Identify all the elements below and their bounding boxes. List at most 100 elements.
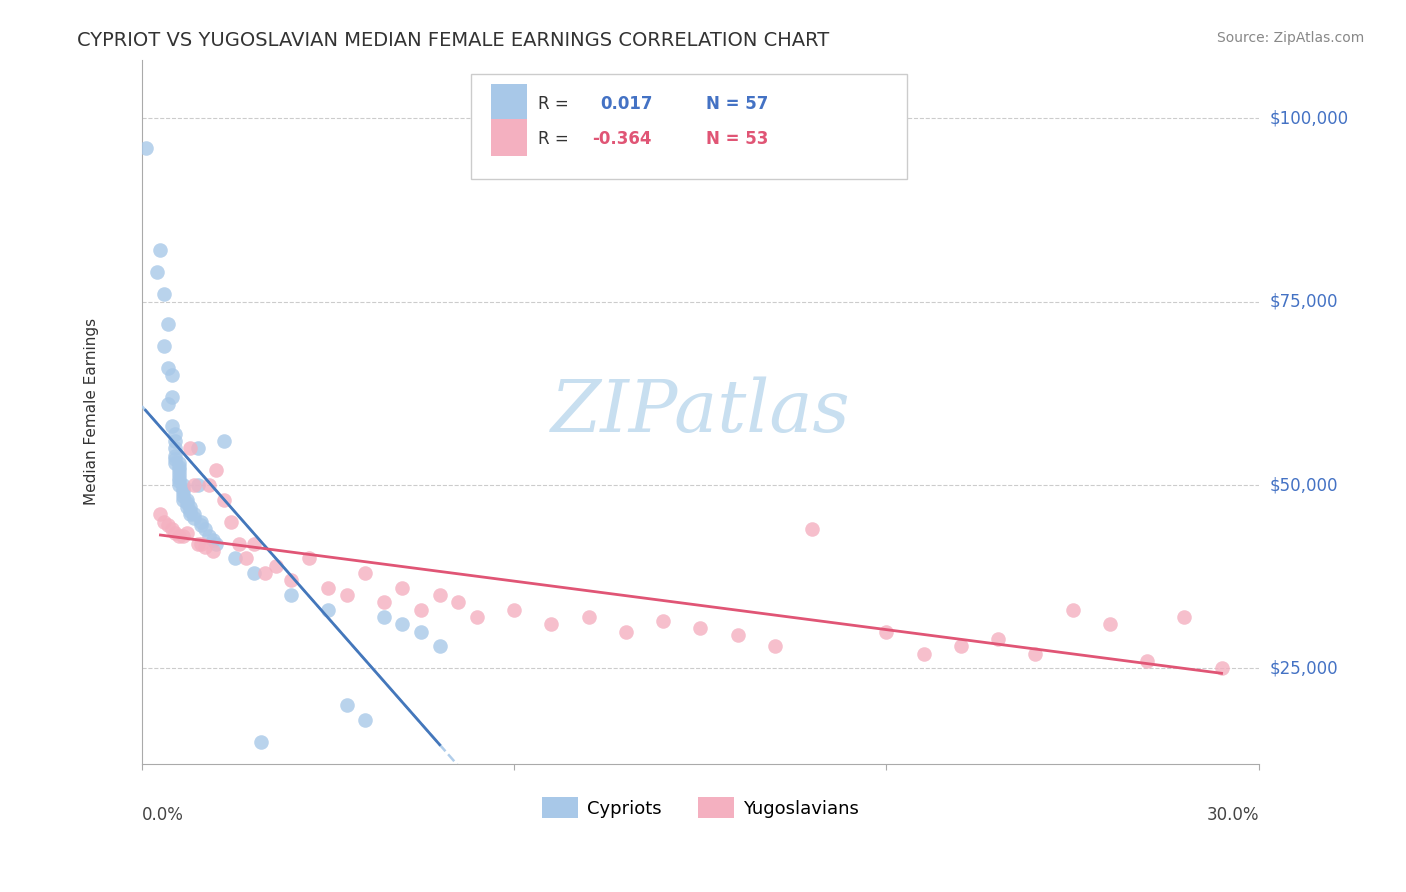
Point xyxy=(205,537,228,551)
Text: CYPRIOT VS YUGOSLAVIAN MEDIAN FEMALE EARNINGS CORRELATION CHART: CYPRIOT VS YUGOSLAVIAN MEDIAN FEMALE EAR… xyxy=(77,31,830,50)
Point xyxy=(912,647,935,661)
Point xyxy=(1211,661,1233,675)
Point xyxy=(160,368,183,382)
Point xyxy=(949,640,972,654)
Point xyxy=(198,478,221,492)
Point xyxy=(242,566,264,580)
Point xyxy=(875,624,897,639)
Point xyxy=(242,537,264,551)
Point xyxy=(1098,617,1121,632)
Point xyxy=(167,471,190,485)
Point xyxy=(183,511,205,525)
Point xyxy=(540,617,562,632)
Point xyxy=(153,287,176,301)
Point xyxy=(280,574,302,588)
Text: R =: R = xyxy=(538,130,569,148)
Point xyxy=(179,500,201,514)
Point xyxy=(198,529,221,543)
Point xyxy=(149,244,172,258)
Point xyxy=(228,537,250,551)
Point xyxy=(212,492,235,507)
Point xyxy=(219,515,242,529)
Point xyxy=(179,442,201,456)
Point xyxy=(135,141,157,155)
Point xyxy=(172,489,194,503)
Text: R =: R = xyxy=(538,95,569,113)
Point xyxy=(165,452,187,467)
Point xyxy=(165,449,187,463)
Point xyxy=(1062,603,1084,617)
Point xyxy=(165,426,187,441)
Point xyxy=(172,482,194,496)
Point xyxy=(183,508,205,522)
Point xyxy=(183,478,205,492)
Point xyxy=(160,522,183,536)
Point xyxy=(727,628,749,642)
Point xyxy=(156,360,179,375)
Point xyxy=(987,632,1010,646)
Point xyxy=(354,713,377,727)
Point xyxy=(165,434,187,448)
Point xyxy=(316,581,339,595)
Point xyxy=(250,735,273,749)
Point xyxy=(212,434,235,448)
Point xyxy=(176,492,198,507)
Text: N = 53: N = 53 xyxy=(706,130,768,148)
Text: 0.0%: 0.0% xyxy=(142,806,184,824)
Point xyxy=(156,317,179,331)
Point xyxy=(503,603,526,617)
Point xyxy=(190,515,212,529)
Text: $100,000: $100,000 xyxy=(1270,110,1350,128)
Point xyxy=(689,621,711,635)
Point xyxy=(190,518,212,533)
Point xyxy=(429,588,451,602)
Point xyxy=(167,467,190,481)
Point xyxy=(179,504,201,518)
Point xyxy=(156,518,179,533)
Text: Source: ZipAtlas.com: Source: ZipAtlas.com xyxy=(1216,31,1364,45)
Legend: Cypriots, Yugoslavians: Cypriots, Yugoslavians xyxy=(534,790,866,825)
Point xyxy=(614,624,637,639)
Point xyxy=(652,614,675,628)
Text: N = 57: N = 57 xyxy=(706,95,768,113)
Point xyxy=(763,640,786,654)
Point xyxy=(153,515,176,529)
Point xyxy=(298,551,321,566)
Point xyxy=(187,478,209,492)
Point xyxy=(409,603,432,617)
Point xyxy=(179,508,201,522)
Point xyxy=(167,475,190,489)
Point xyxy=(167,529,190,543)
Point xyxy=(172,478,194,492)
Point xyxy=(194,541,217,555)
Text: 0.017: 0.017 xyxy=(600,95,652,113)
Point xyxy=(167,459,190,474)
Point xyxy=(409,624,432,639)
Point xyxy=(176,525,198,540)
Point xyxy=(187,442,209,456)
Point xyxy=(145,265,167,279)
Point xyxy=(801,522,824,536)
Point xyxy=(264,558,287,573)
Point xyxy=(201,544,224,558)
Point xyxy=(465,610,488,624)
Point xyxy=(447,595,470,609)
Point xyxy=(153,339,176,353)
Text: $75,000: $75,000 xyxy=(1270,293,1339,310)
Point xyxy=(336,588,359,602)
Point xyxy=(235,551,257,566)
Point xyxy=(160,390,183,404)
Text: $25,000: $25,000 xyxy=(1270,659,1339,677)
Point xyxy=(429,640,451,654)
Point xyxy=(373,610,395,624)
Point xyxy=(205,463,228,477)
Text: 30.0%: 30.0% xyxy=(1206,806,1258,824)
Point xyxy=(253,566,276,580)
Point xyxy=(1173,610,1195,624)
Text: $50,000: $50,000 xyxy=(1270,476,1339,494)
Point xyxy=(167,456,190,470)
Point xyxy=(187,537,209,551)
Point xyxy=(224,551,246,566)
Point xyxy=(172,492,194,507)
Point xyxy=(165,456,187,470)
